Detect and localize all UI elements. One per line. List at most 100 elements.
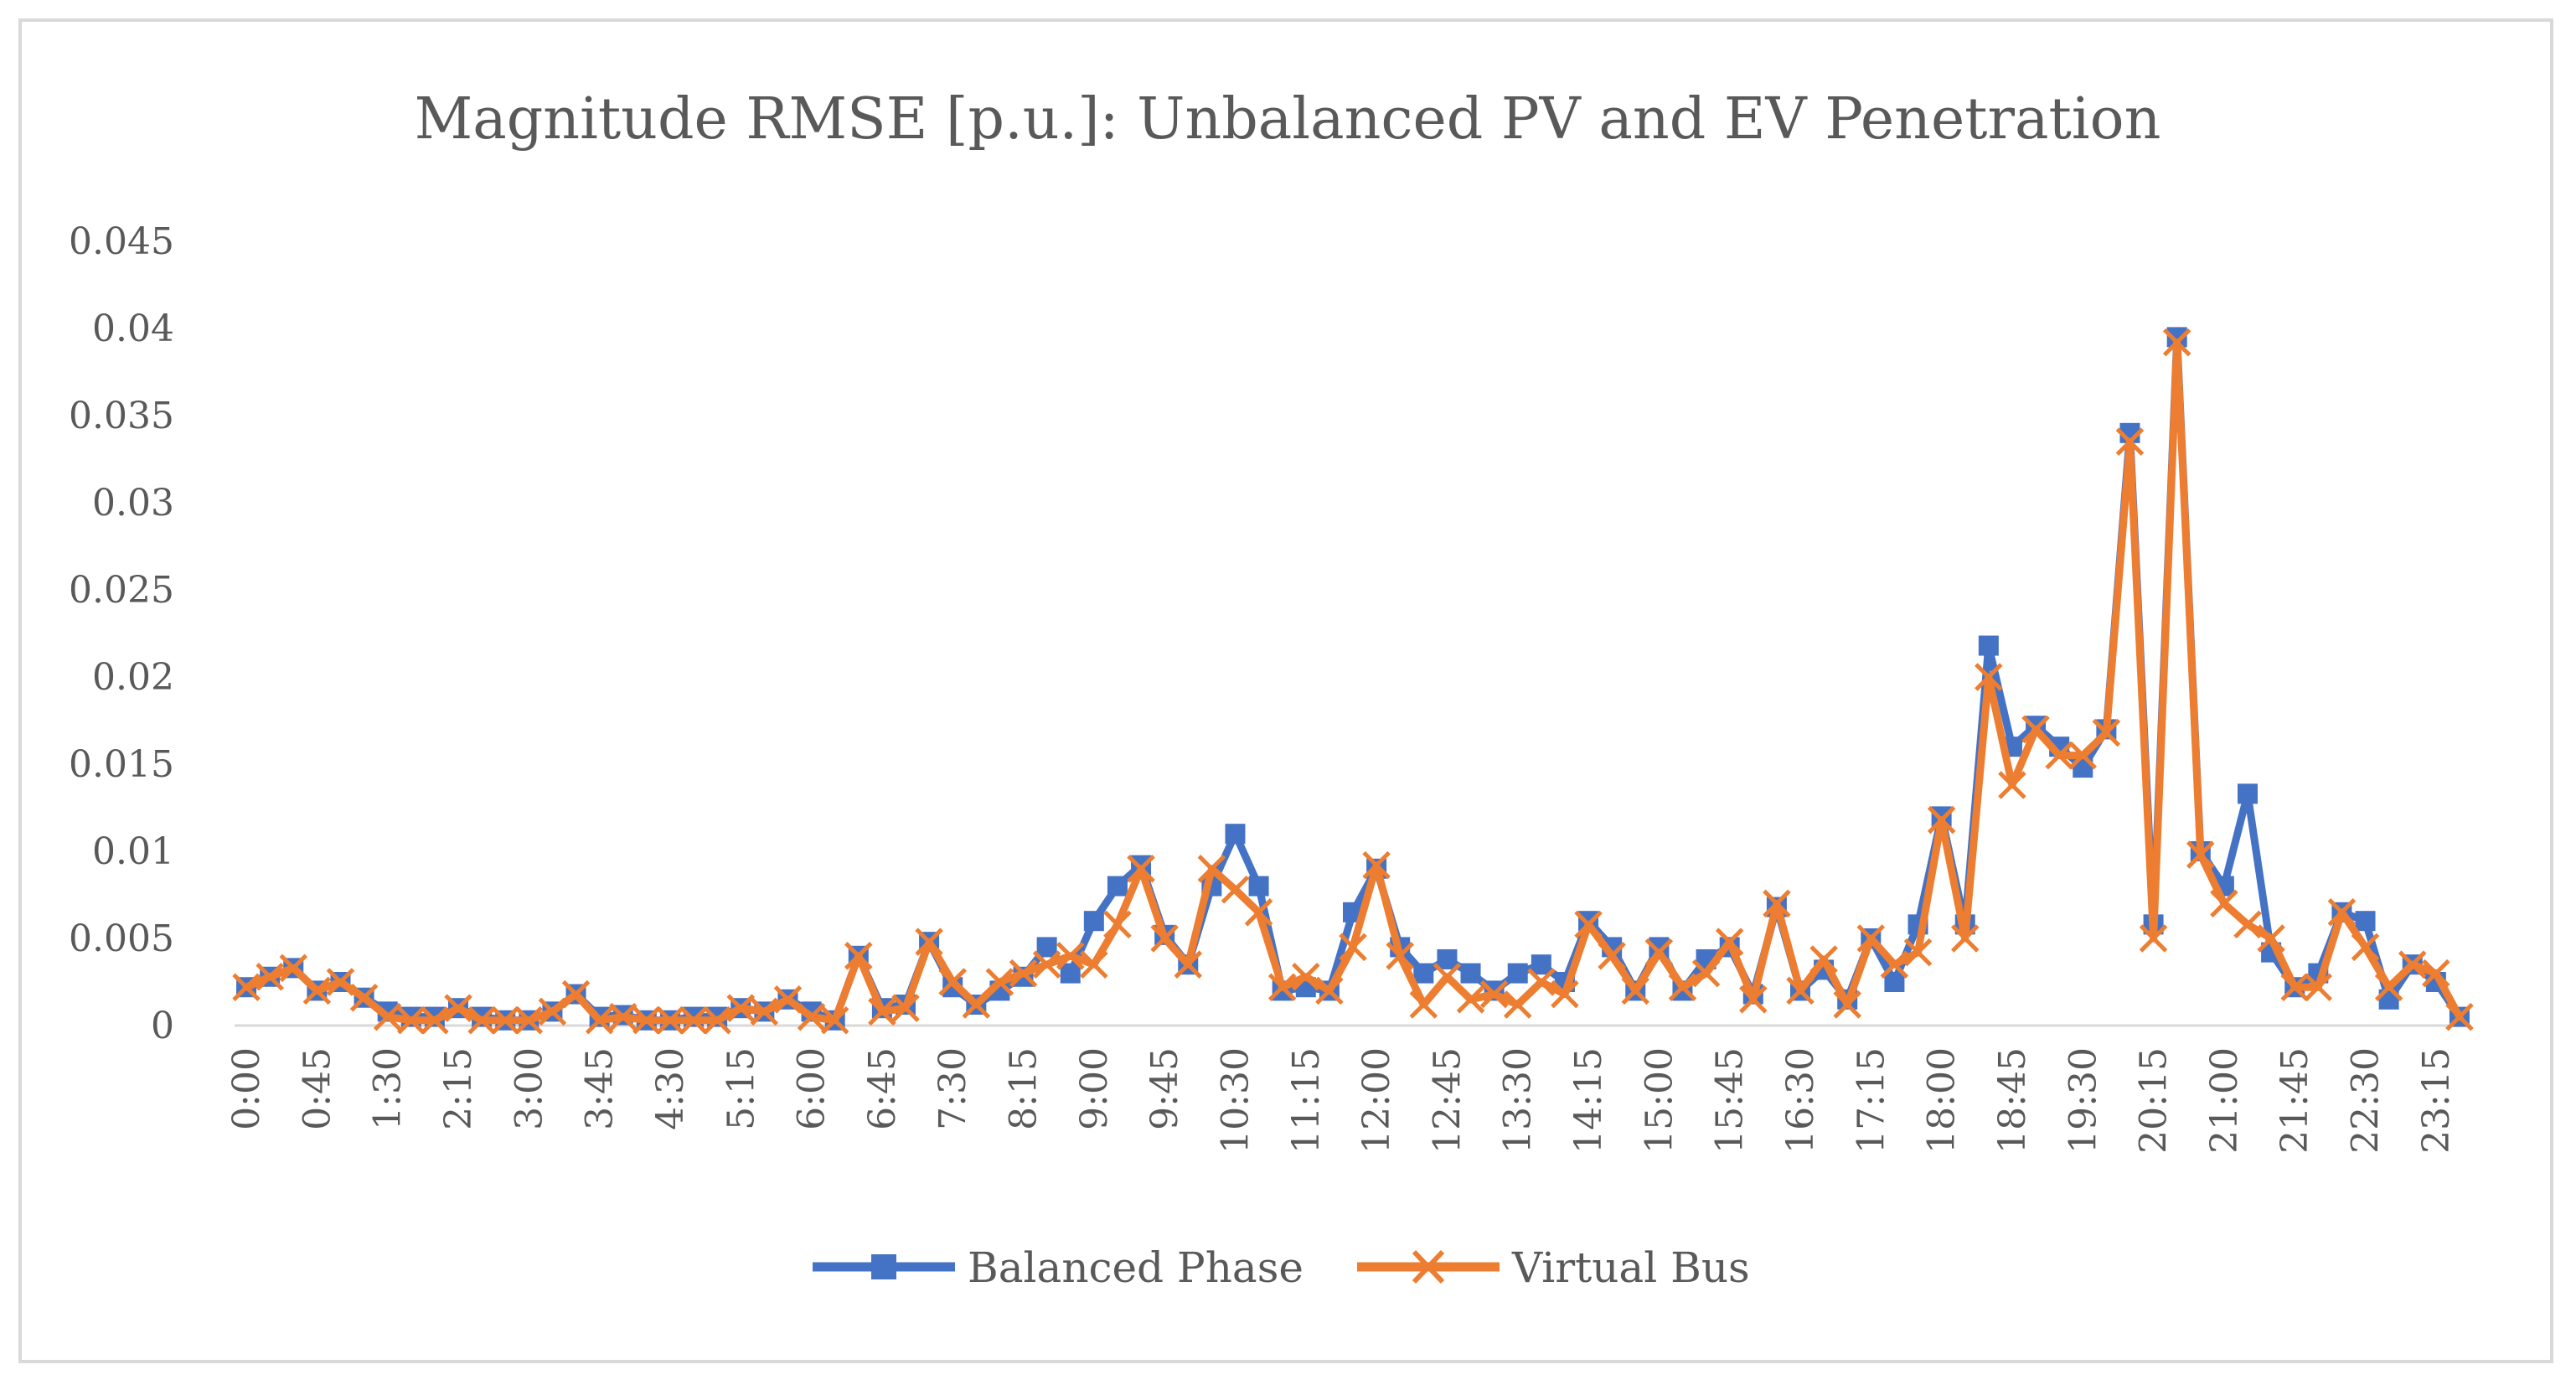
- data-point: [2398, 950, 2427, 979]
- data-point: [1531, 954, 1551, 975]
- x-tick-label: 3:45: [579, 1047, 622, 1130]
- x-tick-label: 7:30: [932, 1047, 974, 1130]
- data-point: [1668, 973, 1697, 1002]
- data-point: [2210, 889, 2238, 918]
- x-tick-label: 18:45: [1991, 1047, 2034, 1154]
- data-point: [421, 1005, 449, 1035]
- x-tick-label: 10:30: [1214, 1047, 1257, 1154]
- data-point: [1036, 937, 1057, 958]
- y-axis: 0 0.005 0.01 0.015 0.02 0.025 0.03 0.035 0.04 0.0…: [69, 220, 174, 1047]
- data-point: [1056, 942, 1085, 970]
- data-point: [1107, 876, 1128, 897]
- data-point: [1927, 805, 1956, 835]
- y-tick-label: 0.04: [92, 307, 174, 350]
- data-point: [1362, 850, 1391, 880]
- data-point: [608, 1002, 638, 1031]
- data-point: [2186, 840, 2215, 869]
- data-point: [1809, 945, 1838, 974]
- data-point: [2374, 973, 2403, 1002]
- legend-label-virtual-bus: Virtual Bus: [1511, 1243, 1750, 1292]
- x-tick-label: 15:45: [1709, 1047, 1752, 1154]
- data-point: [679, 1005, 708, 1035]
- y-tick-label: 0.035: [69, 395, 174, 437]
- data-point: [373, 1002, 402, 1031]
- data-point: [797, 1002, 826, 1031]
- y-tick-label: 0.03: [92, 482, 174, 525]
- x-tick-label: 22:30: [2345, 1047, 2388, 1154]
- data-point: [1715, 928, 1744, 956]
- data-point: [2233, 910, 2262, 939]
- legend-item-balanced-phase: Balanced Phase: [813, 1243, 1303, 1292]
- data-point: [397, 1005, 426, 1035]
- data-point: [1150, 924, 1179, 953]
- data-point: [279, 953, 308, 983]
- data-point: [1221, 875, 1250, 904]
- legend-marker-square: [871, 1254, 896, 1279]
- data-point: [1903, 938, 1933, 967]
- legend-label-balanced-phase: Balanced Phase: [968, 1243, 1303, 1292]
- data-point: [491, 1005, 519, 1035]
- data-point: [1739, 985, 1768, 1014]
- x-tick-label: 19:30: [2062, 1047, 2104, 1154]
- data-point: [2355, 911, 2376, 932]
- data-point: [1479, 979, 1509, 1009]
- x-tick-label: 13:30: [1497, 1047, 1540, 1154]
- data-point: [514, 1005, 544, 1035]
- chart-area: [18, 18, 2553, 1363]
- x-tick-label: 9:00: [1073, 1047, 1116, 1130]
- data-point: [1244, 898, 1273, 927]
- y-tick-label: 0.045: [69, 220, 174, 263]
- data-point: [938, 968, 967, 996]
- plot-area: [232, 327, 2474, 1035]
- data-point: [656, 1005, 684, 1035]
- x-tick-label: 2:15: [437, 1047, 480, 1130]
- data-point: [2162, 328, 2191, 357]
- data-point: [1598, 942, 1626, 970]
- data-point: [1460, 963, 1481, 984]
- data-point: [1503, 990, 1532, 1019]
- data-point: [1691, 959, 1721, 988]
- data-point: [1009, 959, 1038, 988]
- x-tick-label: 5:15: [720, 1047, 762, 1130]
- chart-title: Magnitude RMSE [p.u.]: Unbalanced PV and…: [415, 86, 2161, 152]
- data-point: [1413, 963, 1434, 984]
- x-tick-label: 16:30: [1779, 1047, 1822, 1154]
- data-point: [962, 990, 991, 1019]
- data-point: [1433, 962, 1462, 991]
- data-point: [1456, 985, 1485, 1014]
- x-tick-label: 17:15: [1850, 1047, 1892, 1154]
- data-point: [2445, 1002, 2474, 1031]
- data-point: [2351, 933, 2380, 962]
- y-tick-label: 0.015: [69, 743, 174, 786]
- y-tick-label: 0.025: [69, 569, 174, 612]
- data-point: [2139, 924, 2168, 953]
- data-point: [1527, 968, 1556, 996]
- legend: Balanced Phase Virtual Bus: [813, 1243, 1750, 1292]
- data-point: [891, 994, 920, 1022]
- x-tick-label: 21:45: [2274, 1047, 2316, 1154]
- data-point: [1197, 855, 1226, 883]
- x-tick-label: 3:00: [508, 1047, 550, 1130]
- data-point: [444, 994, 472, 1022]
- legend-item-virtual-bus: Virtual Bus: [1357, 1243, 1750, 1292]
- data-point: [1507, 963, 1528, 984]
- x-tick-label: 18:00: [1921, 1047, 1964, 1154]
- data-point: [1978, 635, 1999, 656]
- data-point: [561, 979, 591, 1009]
- data-point: [256, 962, 284, 991]
- data-point: [773, 985, 803, 1014]
- legend-marker-x: [1412, 1249, 1445, 1284]
- data-point: [1763, 889, 1791, 918]
- data-point: [1315, 976, 1344, 1005]
- data-point: [232, 973, 261, 1002]
- data-point: [1644, 938, 1674, 967]
- data-point: [1127, 855, 1155, 883]
- x-tick-label: 11:15: [1285, 1047, 1328, 1154]
- y-tick-label: 0.01: [92, 830, 174, 873]
- data-point: [1551, 979, 1579, 1009]
- data-point: [1225, 824, 1246, 845]
- data-point: [1386, 942, 1414, 970]
- data-point: [868, 997, 896, 1026]
- data-point: [1292, 962, 1320, 991]
